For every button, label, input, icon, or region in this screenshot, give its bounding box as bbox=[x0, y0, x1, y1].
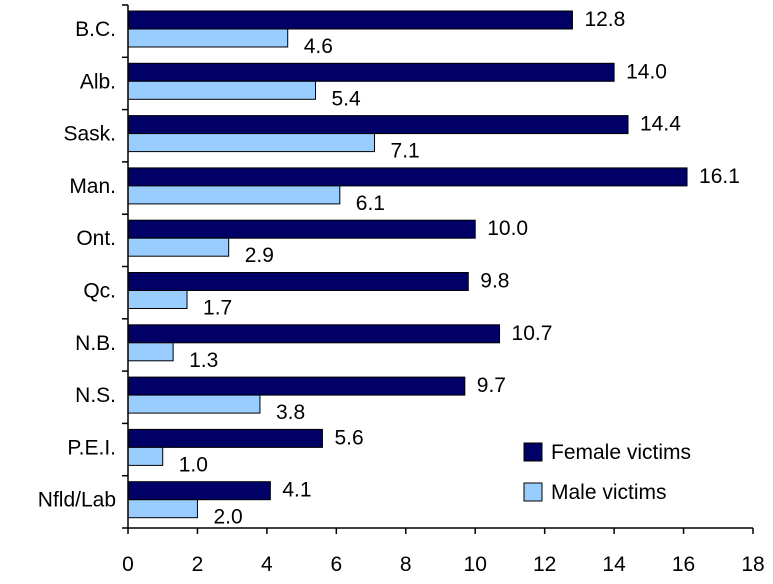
category-label: Nfld/Lab bbox=[38, 489, 116, 512]
data-label-female: 10.0 bbox=[487, 217, 528, 240]
bar-female bbox=[127, 10, 573, 30]
legend-swatch-male bbox=[523, 482, 543, 502]
x-ticks: 0 2 4 6 8 10 12 14 16 18 bbox=[122, 528, 765, 576]
category-label: N.B. bbox=[75, 332, 116, 355]
data-label-female: 14.4 bbox=[640, 113, 681, 136]
bar-male bbox=[127, 133, 376, 153]
data-label-female: 9.7 bbox=[477, 374, 506, 397]
data-label-male: 4.6 bbox=[304, 35, 333, 58]
data-label-female: 12.8 bbox=[584, 8, 625, 31]
data-label-male: 3.8 bbox=[276, 401, 305, 424]
bar-male bbox=[127, 446, 164, 466]
category-label: Man. bbox=[69, 175, 116, 198]
data-label-female: 5.6 bbox=[334, 426, 363, 449]
x-tick-label: 12 bbox=[533, 553, 556, 576]
data-label-male: 7.1 bbox=[391, 140, 420, 163]
category-label: N.S. bbox=[75, 384, 116, 407]
legend: Female victims Male victims bbox=[523, 441, 691, 504]
bar-female bbox=[127, 62, 615, 82]
data-label-male: 2.9 bbox=[245, 244, 274, 267]
bar-female bbox=[127, 167, 688, 187]
bar-male bbox=[127, 394, 261, 414]
bar-female bbox=[127, 376, 466, 396]
legend-label-female: Female victims bbox=[551, 441, 691, 464]
bar-male bbox=[127, 499, 198, 519]
category-label: Qc. bbox=[83, 280, 116, 303]
category-label: Alb. bbox=[80, 70, 116, 93]
data-label-male: 1.3 bbox=[189, 349, 218, 372]
category-labels: B.C. Alb. Sask. Man. Ont. Qc. N.B. N.S. P.E.I. Nf… bbox=[38, 18, 116, 512]
bar-male bbox=[127, 342, 174, 362]
x-tick-label: 6 bbox=[330, 553, 342, 576]
x-tick-label: 16 bbox=[672, 553, 695, 576]
x-tick-label: 18 bbox=[741, 553, 764, 576]
bar-female bbox=[127, 481, 271, 501]
data-label-female: 4.1 bbox=[282, 479, 311, 502]
bar-female bbox=[127, 115, 629, 135]
x-tick-label: 14 bbox=[602, 553, 626, 576]
bar-female bbox=[127, 272, 469, 291]
x-tick-label: 4 bbox=[261, 553, 273, 576]
category-label: Ont. bbox=[76, 227, 116, 250]
data-label-female: 9.8 bbox=[480, 270, 509, 293]
bar-male bbox=[127, 185, 341, 205]
bar-male bbox=[127, 290, 188, 309]
category-label: Sask. bbox=[63, 123, 116, 146]
data-labels: 12.8 4.6 14.0 5.4 14.4 7.1 16.1 6.1 10.0 2.9 9.8 1.… bbox=[179, 8, 740, 529]
y-ticks bbox=[122, 4, 128, 529]
data-label-male: 2.0 bbox=[213, 506, 242, 529]
category-label: P.E.I. bbox=[67, 436, 116, 459]
bar-male bbox=[127, 237, 230, 257]
x-tick-label: 0 bbox=[122, 553, 134, 576]
legend-swatch-female bbox=[523, 442, 543, 462]
legend-label-male: Male victims bbox=[551, 481, 667, 504]
bar-female bbox=[127, 428, 323, 448]
data-label-male: 6.1 bbox=[356, 192, 385, 215]
x-tick-label: 8 bbox=[400, 553, 412, 576]
data-label-male: 1.7 bbox=[203, 297, 232, 320]
x-tick-label: 10 bbox=[464, 553, 487, 576]
data-label-female: 10.7 bbox=[512, 322, 553, 345]
data-label-female: 14.0 bbox=[626, 60, 667, 83]
category-label: B.C. bbox=[75, 18, 116, 41]
x-tick-label: 2 bbox=[192, 553, 204, 576]
data-label-female: 16.1 bbox=[699, 165, 740, 188]
bar-female bbox=[127, 219, 476, 239]
bar-female bbox=[127, 324, 501, 344]
data-label-male: 1.0 bbox=[179, 453, 208, 476]
bar-male bbox=[127, 28, 289, 48]
bar-male bbox=[127, 80, 316, 100]
data-label-male: 5.4 bbox=[332, 87, 362, 110]
